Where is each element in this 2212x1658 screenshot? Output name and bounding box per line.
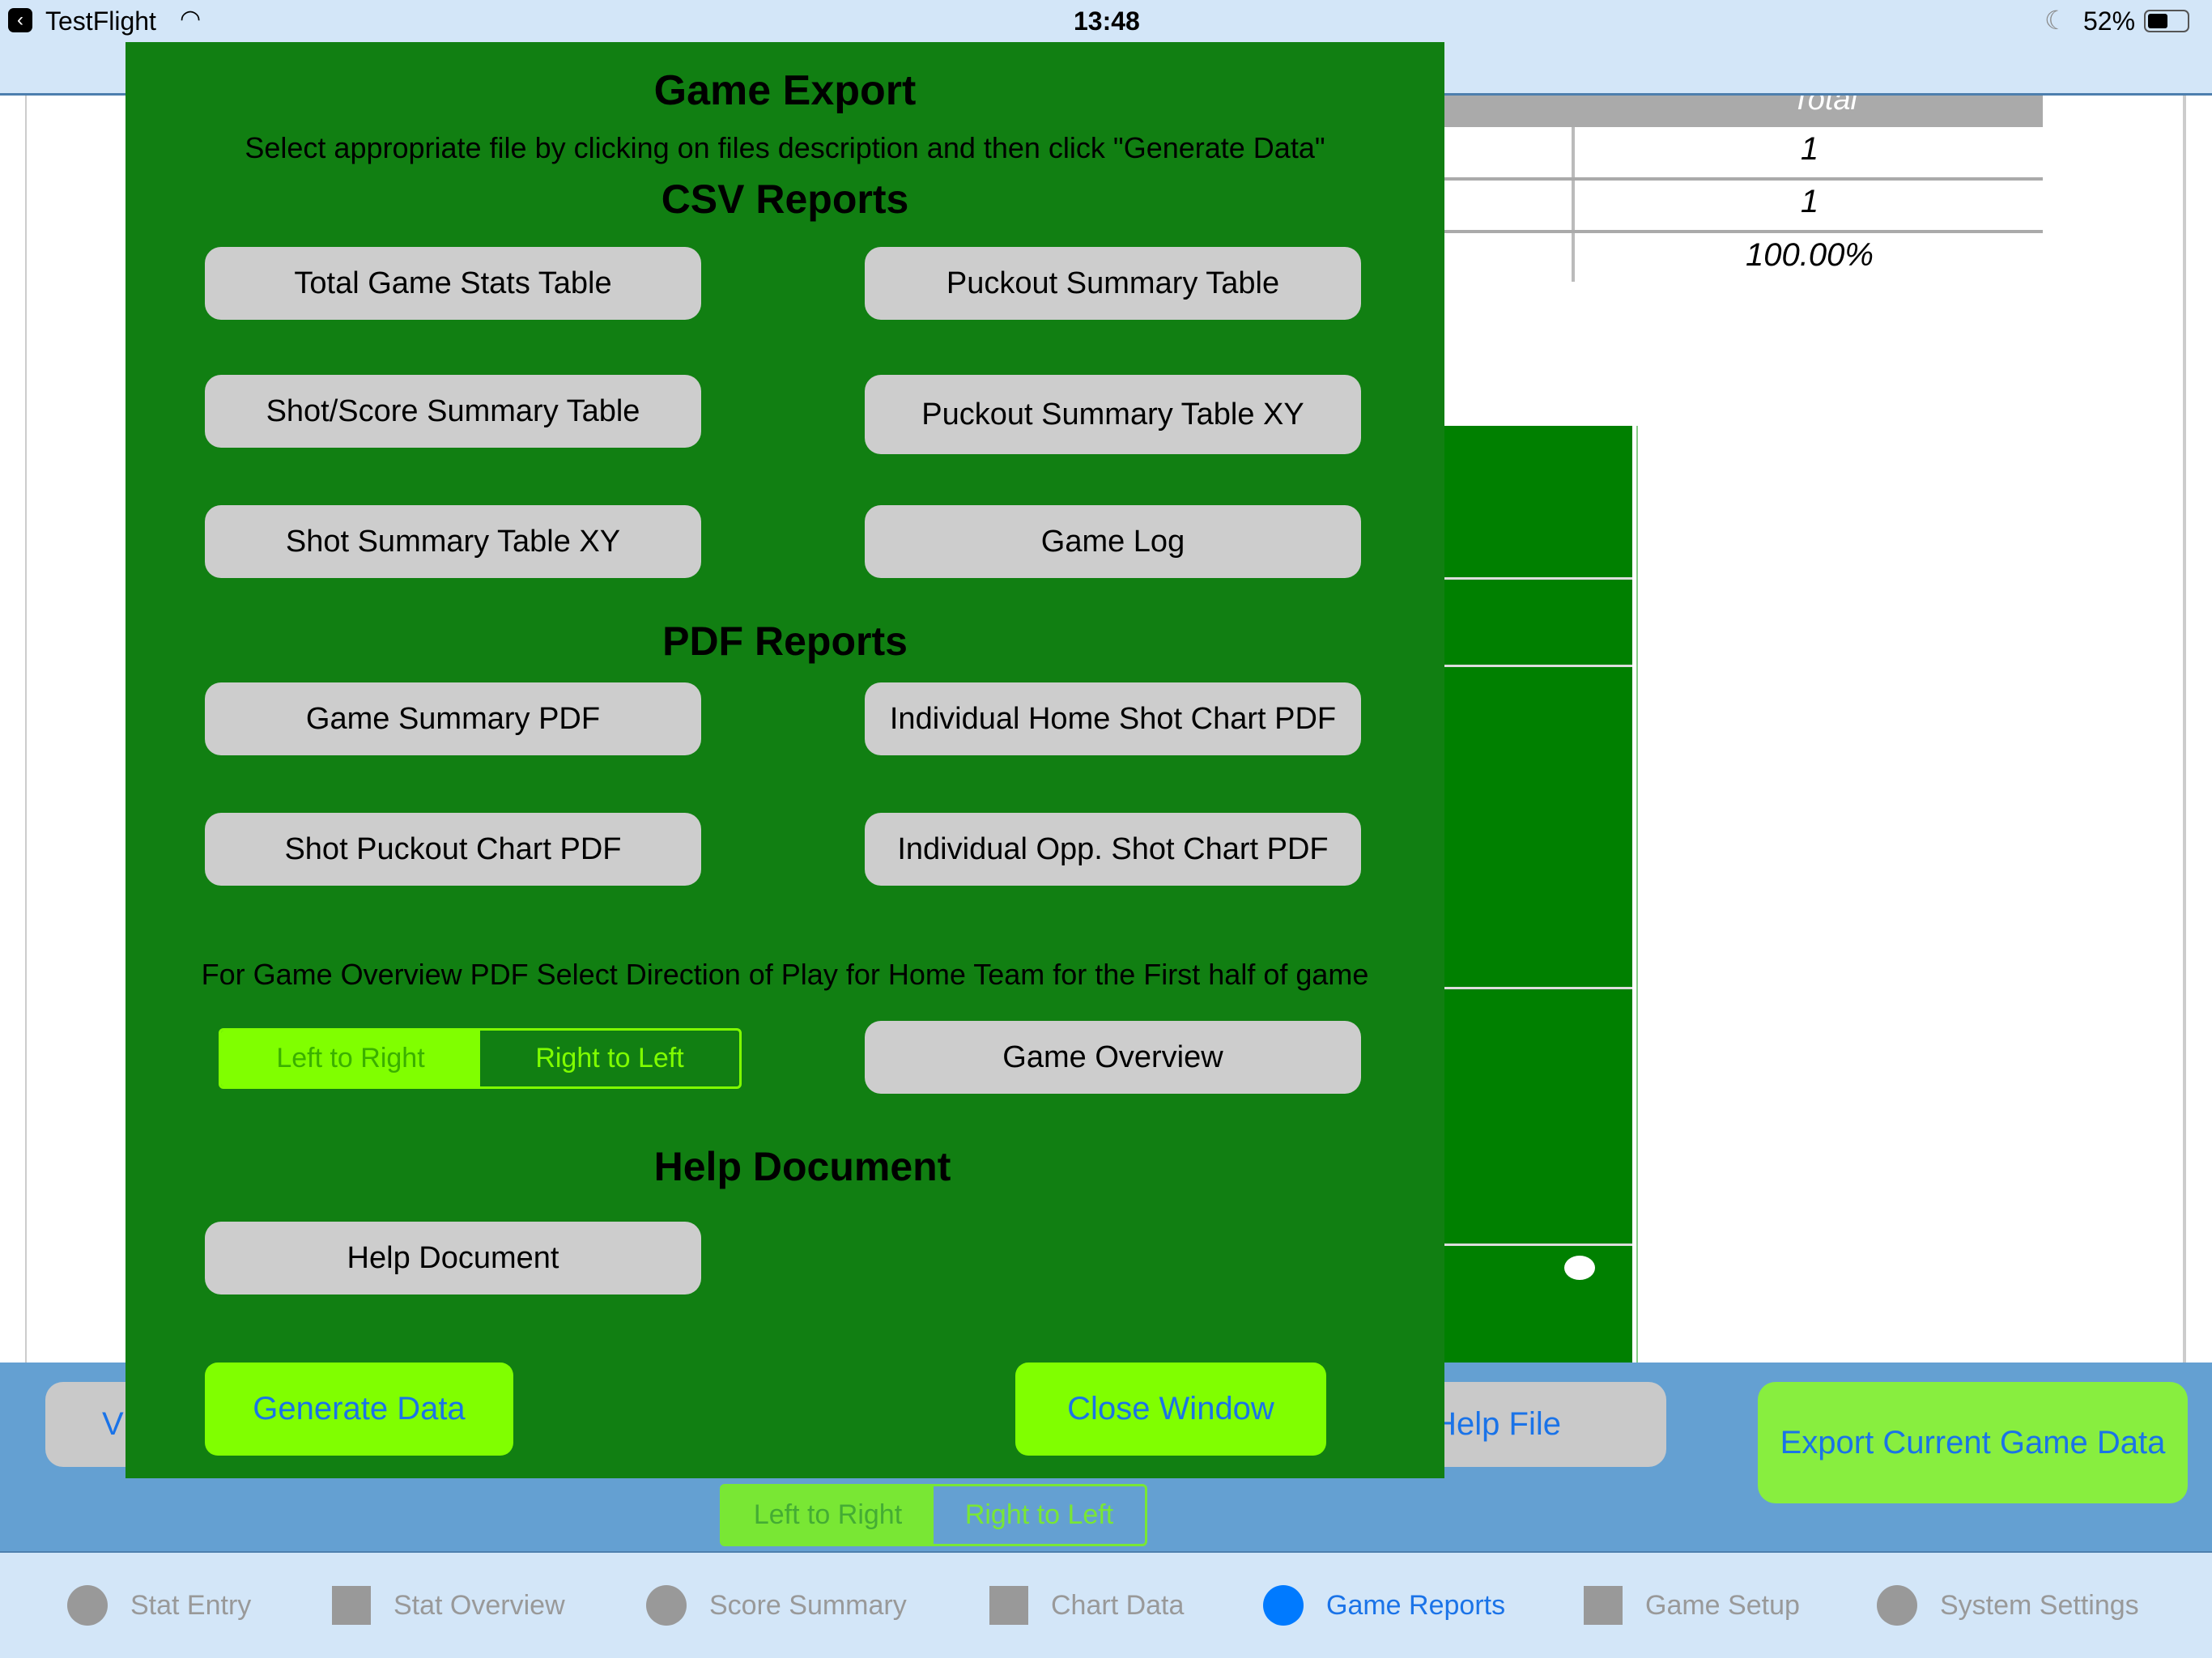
table-header-total: Total: [1444, 96, 2043, 127]
moon-icon: ☾: [2044, 6, 2068, 35]
wifi-icon: ◠: [180, 6, 202, 32]
tab-stat-overview[interactable]: Stat Overview: [332, 1585, 565, 1626]
circle-icon: [1877, 1585, 1917, 1626]
game-overview-button[interactable]: Game Overview: [865, 1021, 1361, 1094]
segment-left-to-right[interactable]: Left to Right: [221, 1031, 480, 1086]
pitch-line: [1444, 1244, 1632, 1246]
puckout-summary-table-xy-button[interactable]: Puckout Summary Table XY: [865, 375, 1361, 454]
shot-summary-table-xy-button[interactable]: Shot Summary Table XY: [205, 505, 701, 578]
help-document-heading: Help Document: [653, 1144, 951, 1189]
game-export-modal: Game Export Select appropriate file by c…: [125, 42, 1444, 1478]
segment-left-to-right[interactable]: Left to Right: [722, 1486, 934, 1544]
circle-icon: [1263, 1585, 1304, 1626]
overview-note: For Game Overview PDF Select Direction o…: [201, 958, 1369, 991]
individual-home-shot-chart-pdf-button[interactable]: Individual Home Shot Chart PDF: [865, 682, 1361, 755]
puckout-summary-table-button[interactable]: Puckout Summary Table: [865, 247, 1361, 320]
table-cell: 1: [1800, 184, 1819, 219]
tab-game-reports[interactable]: Game Reports: [1263, 1585, 1505, 1626]
shot-score-summary-table-button[interactable]: Shot/Score Summary Table: [205, 375, 701, 448]
row-divider: [1444, 177, 2043, 181]
pitch-line: [1444, 577, 1632, 580]
tab-stat-entry[interactable]: Stat Entry: [67, 1585, 251, 1626]
tab-game-setup[interactable]: Game Setup: [1584, 1585, 1800, 1626]
circle-icon: [67, 1585, 108, 1626]
game-summary-pdf-button[interactable]: Game Summary PDF: [205, 682, 701, 755]
modal-title: Game Export: [653, 67, 917, 114]
status-bar: ‹ TestFlight ◠ 13:48 ☾ 52%: [0, 0, 2212, 42]
total-game-stats-table-button[interactable]: Total Game Stats Table: [205, 247, 701, 320]
square-icon: [1584, 1586, 1623, 1625]
battery-percent: 52%: [2083, 6, 2136, 36]
tab-chart-data[interactable]: Chart Data: [989, 1585, 1184, 1626]
square-icon: [989, 1586, 1028, 1625]
back-arrow-icon[interactable]: ‹: [8, 8, 32, 32]
bottom-direction-segmented[interactable]: Left to Right Right to Left: [720, 1484, 1147, 1546]
pitch-line: [1444, 665, 1632, 667]
pdf-reports-heading: PDF Reports: [662, 619, 908, 664]
table-cell: 1: [1800, 131, 1819, 167]
export-current-game-data-button[interactable]: Export Current Game Data: [1758, 1382, 2188, 1503]
table-cell: 100.00%: [1746, 237, 1874, 273]
row-divider: [1444, 230, 2043, 233]
square-icon: [332, 1586, 371, 1625]
segment-right-to-left[interactable]: Right to Left: [964, 1499, 1114, 1530]
game-log-button[interactable]: Game Log: [865, 505, 1361, 578]
back-app-label[interactable]: TestFlight: [45, 6, 156, 36]
tab-score-summary[interactable]: Score Summary: [646, 1585, 907, 1626]
circle-icon: [646, 1585, 687, 1626]
generate-data-button[interactable]: Generate Data: [205, 1363, 513, 1456]
close-window-button[interactable]: Close Window: [1015, 1363, 1326, 1456]
table-divider: [1572, 127, 1575, 282]
clock: 13:48: [1074, 6, 1140, 36]
csv-reports-heading: CSV Reports: [661, 176, 909, 222]
help-document-button[interactable]: Help Document: [205, 1222, 701, 1295]
pitch-line: [1444, 987, 1632, 989]
direction-of-play-segmented[interactable]: Left to Right Right to Left: [219, 1028, 742, 1089]
pitch-chart: [1444, 426, 1636, 1363]
modal-instructions: Select appropriate file by clicking on f…: [245, 131, 1325, 164]
individual-opp-shot-chart-pdf-button[interactable]: Individual Opp. Shot Chart PDF: [865, 813, 1361, 886]
battery-icon: [2144, 10, 2189, 32]
shot-marker: [1564, 1256, 1595, 1280]
segment-right-to-left[interactable]: Right to Left: [535, 1043, 684, 1073]
shot-puckout-chart-pdf-button[interactable]: Shot Puckout Chart PDF: [205, 813, 701, 886]
tab-system-settings[interactable]: System Settings: [1877, 1585, 2139, 1626]
